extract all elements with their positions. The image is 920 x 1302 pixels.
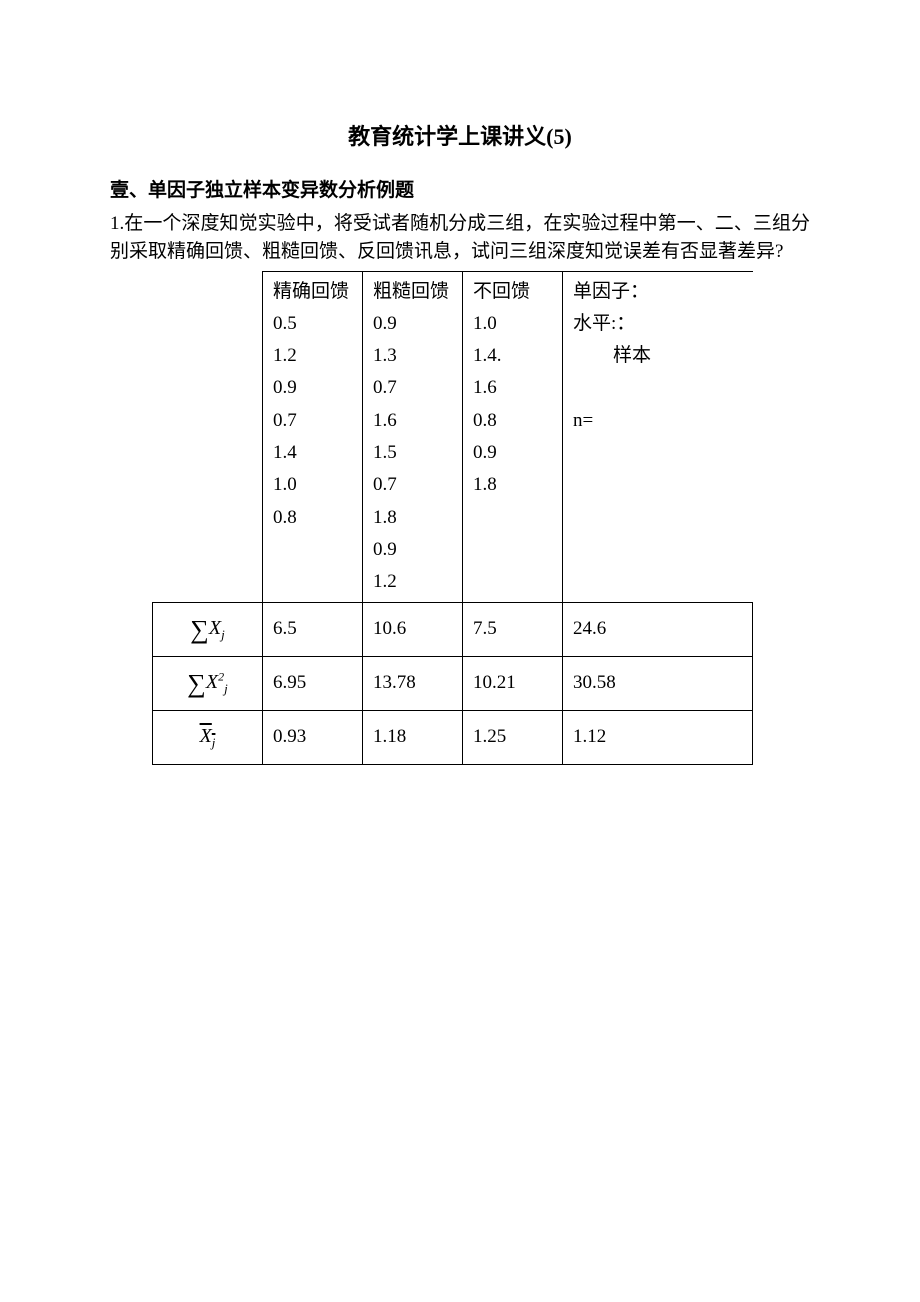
header-data-col-2: 粗糙回馈 0.9 1.3 0.7 1.6 1.5 0.7 1.8 0.9 1.2 xyxy=(363,271,463,603)
note-sample: 样本 xyxy=(573,340,743,372)
data-c1-r2: 1.2 xyxy=(273,340,352,372)
data-c1-r4: 0.7 xyxy=(273,405,352,437)
mean-x-row: Xj 0.93 1.18 1.25 1.12 xyxy=(153,711,753,765)
empty-label-cell xyxy=(153,271,263,603)
note-n: n= xyxy=(573,405,743,437)
sum-x-row: ∑Xj 6.5 10.6 7.5 24.6 xyxy=(153,603,753,657)
data-c3-r5: 0.9 xyxy=(473,437,552,469)
sum-x-c3: 7.5 xyxy=(463,603,563,657)
header-data-col-1: 精确回馈 0.5 1.2 0.9 0.7 1.4 1.0 0.8 xyxy=(263,271,363,603)
data-c2-r7: 1.8 xyxy=(373,502,452,534)
sum-x2-c1: 6.95 xyxy=(263,657,363,711)
data-c2-r6: 0.7 xyxy=(373,469,452,501)
data-c3-r3: 1.6 xyxy=(473,372,552,404)
anova-data-table: 精确回馈 0.5 1.2 0.9 0.7 1.4 1.0 0.8 粗糙回馈 0.… xyxy=(152,271,753,766)
sum-x2-row: ∑X2j 6.95 13.78 10.21 30.58 xyxy=(153,657,753,711)
sum-x-c1: 6.5 xyxy=(263,603,363,657)
sum-x-c2: 10.6 xyxy=(363,603,463,657)
sum-x2-label: ∑X2j xyxy=(153,657,263,711)
data-c2-r8: 0.9 xyxy=(373,534,452,566)
data-c2-r1: 0.9 xyxy=(373,308,452,340)
sum-x-total: 24.6 xyxy=(563,603,753,657)
data-c3-r4: 0.8 xyxy=(473,405,552,437)
header-none: 不回馈 xyxy=(473,276,552,308)
mean-x-label: Xj xyxy=(153,711,263,765)
data-c1-r1: 0.5 xyxy=(273,308,352,340)
document-title: 教育统计学上课讲义(5) xyxy=(110,120,810,153)
section-heading: 壹、单因子独立样本变异数分析例题 xyxy=(110,177,810,206)
data-c2-r3: 0.7 xyxy=(373,372,452,404)
mean-x-total: 1.12 xyxy=(563,711,753,765)
data-c2-r2: 1.3 xyxy=(373,340,452,372)
data-c1-blank1 xyxy=(273,534,352,566)
note-level: 水平:： xyxy=(573,308,743,340)
sum-x-label: ∑Xj xyxy=(153,603,263,657)
problem-paragraph: 1.在一个深度知觉实验中，将受试者随机分成三组，在实验过程中第一、二、三组分别采… xyxy=(110,210,810,267)
data-c1-r5: 1.4 xyxy=(273,437,352,469)
sum-x2-c2: 13.78 xyxy=(363,657,463,711)
note-blank xyxy=(573,372,743,404)
notes-cell: 单因子： 水平:： 样本 n= xyxy=(563,271,753,603)
data-c3-r2: 1.4. xyxy=(473,340,552,372)
header-precise: 精确回馈 xyxy=(273,276,352,308)
table-header-data-row: 精确回馈 0.5 1.2 0.9 0.7 1.4 1.0 0.8 粗糙回馈 0.… xyxy=(153,271,753,603)
data-c1-blank2 xyxy=(273,566,352,598)
data-c1-r7: 0.8 xyxy=(273,502,352,534)
mean-x-c2: 1.18 xyxy=(363,711,463,765)
mean-x-c3: 1.25 xyxy=(463,711,563,765)
data-c2-r4: 1.6 xyxy=(373,405,452,437)
data-c2-r5: 1.5 xyxy=(373,437,452,469)
data-c3-r1: 1.0 xyxy=(473,308,552,340)
data-c1-r6: 1.0 xyxy=(273,469,352,501)
header-rough: 粗糙回馈 xyxy=(373,276,452,308)
data-c2-r9: 1.2 xyxy=(373,566,452,598)
sum-x2-total: 30.58 xyxy=(563,657,753,711)
header-data-col-3: 不回馈 1.0 1.4. 1.6 0.8 0.9 1.8 xyxy=(463,271,563,603)
data-c3-r6: 1.8 xyxy=(473,469,552,501)
data-table-wrapper: 精确回馈 0.5 1.2 0.9 0.7 1.4 1.0 0.8 粗糙回馈 0.… xyxy=(152,271,810,766)
sum-x2-c3: 10.21 xyxy=(463,657,563,711)
data-c1-r3: 0.9 xyxy=(273,372,352,404)
mean-x-c1: 0.93 xyxy=(263,711,363,765)
note-factor: 单因子： xyxy=(573,276,743,308)
